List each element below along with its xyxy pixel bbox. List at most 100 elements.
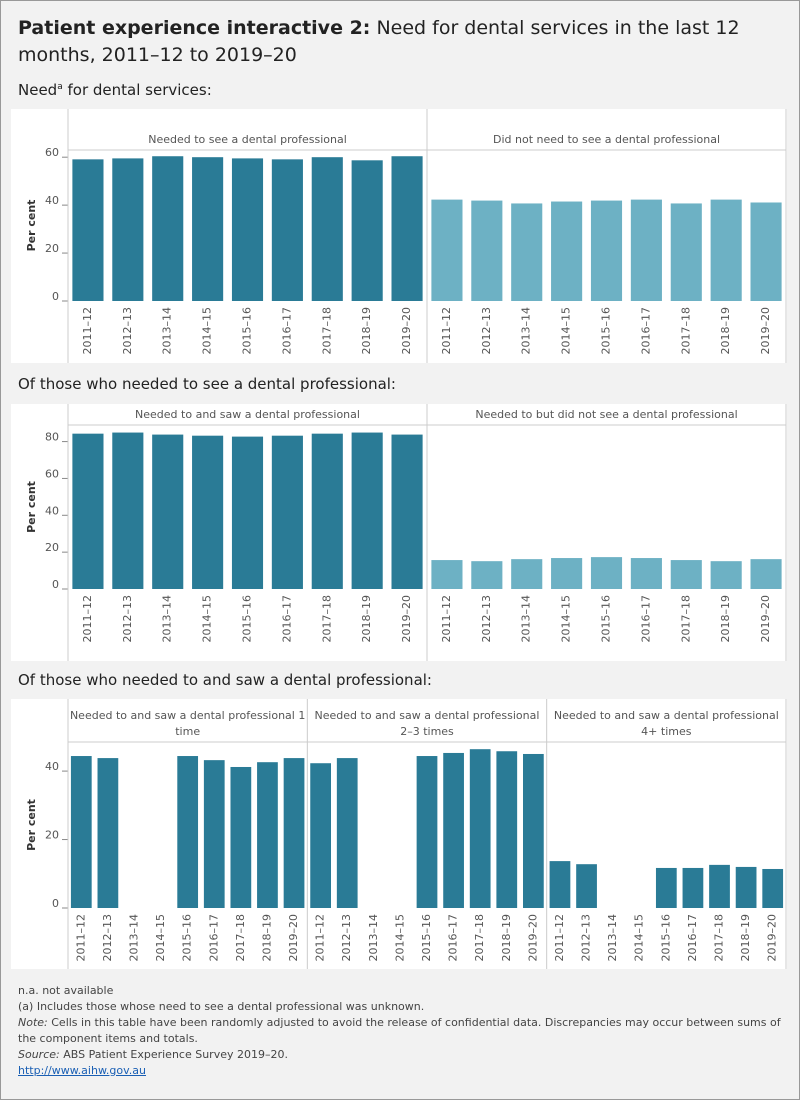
y-tick-label: 40 bbox=[45, 194, 59, 207]
bar bbox=[576, 864, 597, 908]
y-tick-label: 0 bbox=[52, 290, 59, 303]
x-tick-label: 2015–16 bbox=[241, 595, 254, 643]
bar bbox=[177, 756, 199, 908]
x-tick-label: 2015–16 bbox=[181, 914, 194, 962]
source: Source: ABS Patient Experience Survey 20… bbox=[18, 1047, 788, 1063]
panel-title-box: Needed to and saw a dental professional … bbox=[314, 709, 540, 738]
title: Patient experience interactive 2: Need f… bbox=[18, 15, 778, 69]
bar bbox=[231, 436, 264, 589]
bar bbox=[203, 760, 225, 908]
bar bbox=[70, 756, 92, 908]
link-row: http://www.aihw.gov.au bbox=[18, 1063, 788, 1079]
bar bbox=[97, 758, 119, 908]
x-tick-label: 2014–15 bbox=[154, 914, 167, 962]
bar bbox=[551, 558, 583, 589]
bar bbox=[72, 159, 104, 301]
x-tick-label: 2019–20 bbox=[759, 595, 772, 643]
bar bbox=[735, 866, 757, 908]
x-tick-label: 2019–20 bbox=[400, 307, 413, 355]
bar bbox=[511, 203, 543, 301]
bar bbox=[590, 557, 623, 589]
bar bbox=[192, 435, 224, 589]
panel-title: Needed to but did not see a dental profe… bbox=[475, 408, 738, 421]
x-tick-label: 2012–13 bbox=[340, 914, 353, 962]
x-tick-label: 2018–19 bbox=[500, 914, 513, 962]
bar bbox=[630, 558, 662, 589]
x-tick-label: 2012–13 bbox=[480, 595, 493, 643]
y-axis-label: Per cent bbox=[25, 481, 38, 533]
title-text: Need for dental services in the last 12 … bbox=[18, 17, 740, 66]
x-tick-label: 2016–17 bbox=[280, 307, 293, 355]
bar bbox=[670, 203, 702, 301]
bar bbox=[391, 156, 423, 301]
section-heading: Of those who needed to and saw a dental … bbox=[18, 671, 432, 689]
x-tick-label: 2011–12 bbox=[553, 914, 566, 962]
y-tick-label: 0 bbox=[52, 897, 59, 910]
heading-text: Of those who needed to see a dental prof… bbox=[18, 375, 396, 393]
y-tick-label: 80 bbox=[45, 431, 59, 444]
x-tick-label: 2014–15 bbox=[201, 307, 214, 355]
x-tick-label: 2011–12 bbox=[440, 307, 453, 355]
panel-title: Needed to see a dental professional bbox=[148, 133, 347, 146]
x-tick-label: 2012–13 bbox=[121, 307, 134, 355]
x-tick-label: 2014–15 bbox=[393, 914, 406, 962]
x-tick-label: 2019–20 bbox=[400, 595, 413, 643]
panel-title-box: Needed to see a dental professional bbox=[148, 133, 347, 146]
bar bbox=[762, 868, 784, 908]
x-tick-label: 2012–13 bbox=[101, 914, 114, 962]
x-tick-label: 2012–13 bbox=[480, 307, 493, 355]
x-tick-label: 2013–14 bbox=[127, 914, 140, 962]
y-tick-label: 40 bbox=[45, 504, 59, 517]
bar bbox=[283, 758, 305, 908]
x-tick-label: 2013–14 bbox=[606, 914, 619, 962]
x-tick-label: 2014–15 bbox=[201, 595, 214, 643]
x-tick-label: 2013–14 bbox=[161, 595, 174, 643]
bar bbox=[630, 199, 662, 301]
title-bold: Patient experience interactive 2: bbox=[18, 17, 371, 39]
panel-title: Needed to and saw a dental professional … bbox=[553, 709, 779, 738]
bar bbox=[590, 200, 623, 301]
y-tick-label: 20 bbox=[45, 829, 59, 842]
source-text: ABS Patient Experience Survey 2019–20. bbox=[59, 1048, 288, 1061]
x-tick-label: 2017–18 bbox=[713, 914, 726, 962]
x-tick-label: 2013–14 bbox=[161, 307, 174, 355]
bar bbox=[351, 432, 383, 589]
bar bbox=[655, 867, 677, 908]
bar bbox=[710, 199, 742, 301]
bar bbox=[549, 861, 571, 908]
bar bbox=[72, 433, 104, 589]
footnote: (a) Includes those whose need to see a d… bbox=[18, 1000, 425, 1013]
panel-title-box: Needed to and saw a dental professional bbox=[135, 408, 360, 421]
bar bbox=[257, 762, 278, 908]
x-tick-label: 2017–18 bbox=[320, 595, 333, 643]
footnote: n.a. not available bbox=[18, 984, 114, 997]
bar bbox=[311, 157, 343, 301]
x-tick-label: 2013–14 bbox=[520, 595, 533, 643]
bar bbox=[551, 201, 583, 301]
bar bbox=[511, 559, 543, 589]
link[interactable]: http://www.aihw.gov.au bbox=[18, 1064, 147, 1077]
bar bbox=[336, 758, 358, 908]
x-tick-label: 2017–18 bbox=[473, 914, 486, 962]
y-tick-label: 40 bbox=[45, 760, 59, 773]
x-tick-label: 2017–18 bbox=[320, 307, 333, 355]
footer: n.a. not available (a) Includes those wh… bbox=[18, 983, 788, 1079]
source-label: Source: bbox=[18, 1048, 60, 1061]
x-tick-label: 2011–12 bbox=[81, 595, 94, 643]
x-tick-label: 2018–19 bbox=[260, 914, 273, 962]
bar bbox=[271, 435, 303, 589]
bar bbox=[670, 560, 702, 589]
x-tick-label: 2015–16 bbox=[659, 914, 672, 962]
bar bbox=[416, 756, 438, 908]
panel-title: Needed to and saw a dental professional … bbox=[314, 709, 540, 738]
x-tick-label: 2018–19 bbox=[739, 914, 752, 962]
x-tick-label: 2011–12 bbox=[81, 307, 94, 355]
note-text: Cells in this table have been randomly a… bbox=[18, 1016, 781, 1045]
bar bbox=[152, 434, 184, 589]
chart-area bbox=[11, 699, 787, 969]
heading-text: for dental services: bbox=[62, 81, 212, 99]
x-tick-label: 2016–17 bbox=[639, 307, 652, 355]
x-tick-label: 2019–20 bbox=[766, 914, 779, 962]
bar bbox=[469, 749, 491, 908]
section-heading: Of those who needed to see a dental prof… bbox=[18, 375, 396, 393]
